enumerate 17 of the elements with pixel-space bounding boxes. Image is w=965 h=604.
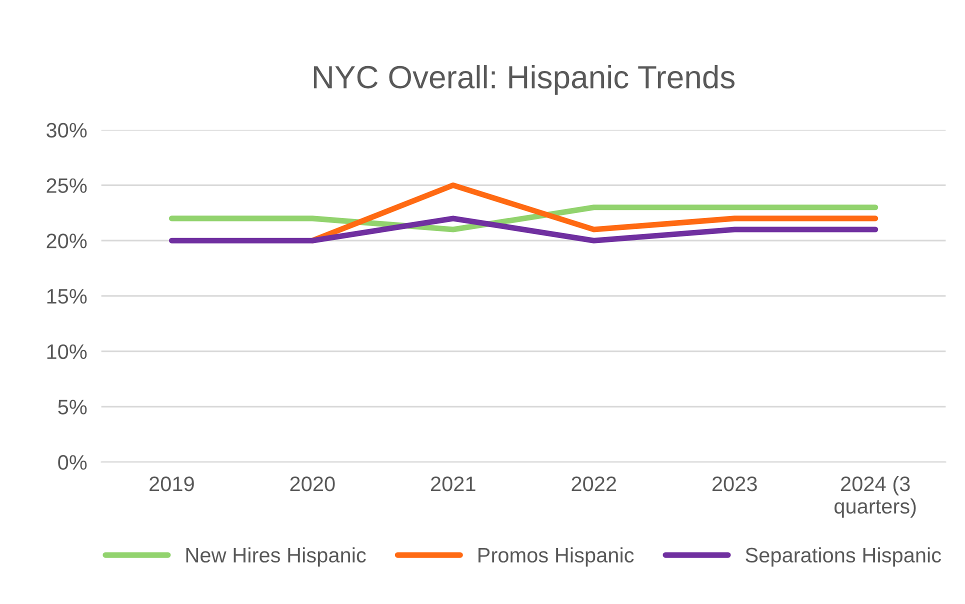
y-tick-label: 15% — [47, 289, 87, 304]
y-tick-label: 30% — [46, 122, 87, 138]
legend-label: Promos Hispanic — [478, 547, 634, 567]
x-tick-label: 2021 — [431, 476, 476, 492]
x-tick-label: 2019 — [150, 476, 194, 492]
y-tick-label: 25% — [46, 178, 87, 193]
legend-label: New Hires Hispanic — [186, 547, 366, 567]
chart-title: NYC Overall: Hispanic Trends — [314, 65, 735, 95]
x-tick-label: 2023 — [712, 476, 757, 492]
y-tick-label: 20% — [46, 234, 87, 248]
y-tick-label: 0% — [58, 455, 87, 470]
legend-label: Separations Hispanic — [746, 547, 942, 567]
x-tick-label: 2022 — [572, 476, 616, 492]
x-tick-label: 2020 — [290, 476, 335, 492]
y-tick-label: 5% — [58, 400, 87, 414]
x-tick-label: 2024 (3 quarters) — [834, 476, 916, 518]
y-tick-label: 10% — [47, 344, 87, 360]
